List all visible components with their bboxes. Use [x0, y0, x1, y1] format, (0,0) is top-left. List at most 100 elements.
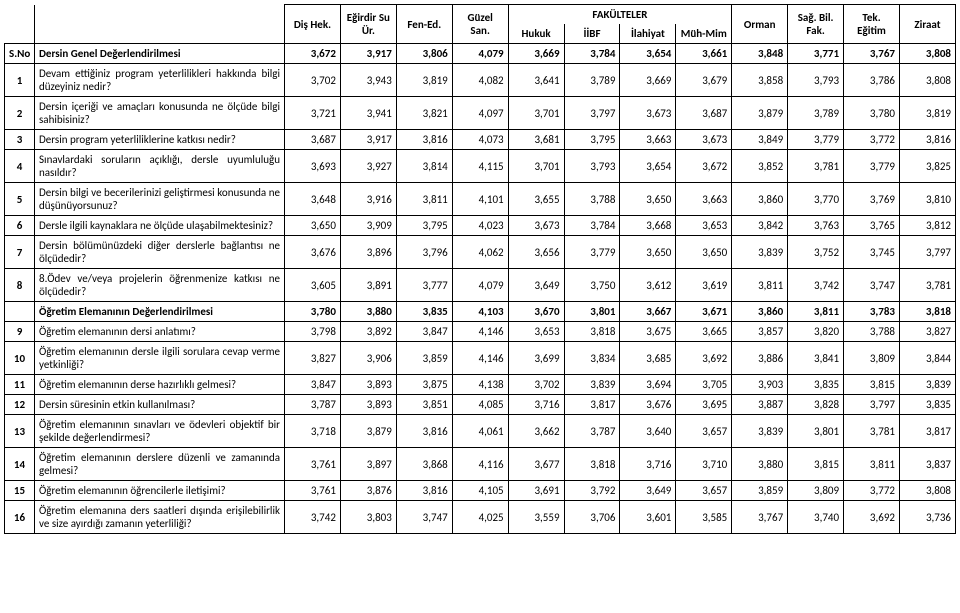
value-cell: 3,839	[899, 375, 955, 395]
value-cell: 3,781	[844, 415, 900, 448]
row-desc: Devam ettiğiniz program yeterlilikleri h…	[35, 64, 285, 97]
value-cell: 4,079	[452, 269, 508, 302]
value-cell: 4,116	[452, 448, 508, 481]
value-cell: 3,825	[899, 150, 955, 183]
value-cell: 3,676	[285, 236, 341, 269]
value-cell: 3,601	[620, 501, 676, 534]
value-cell: 3,761	[285, 448, 341, 481]
value-cell: 3,819	[899, 97, 955, 130]
value-cell: 3,887	[732, 395, 788, 415]
table-row: 7 Dersin bölümünüzdeki diğer derslerle b…	[5, 236, 956, 269]
row-desc: Dersin süresinin etkin kullanılması?	[35, 395, 285, 415]
value-cell: 3,788	[564, 183, 620, 216]
row-number: 10	[5, 342, 35, 375]
value-cell: 3,793	[788, 64, 844, 97]
value-cell: 3,848	[732, 44, 788, 64]
row-desc: Öğretim elemanının sınavları ve ödevleri…	[35, 415, 285, 448]
value-cell: 3,665	[676, 322, 732, 342]
value-cell: 3,852	[732, 150, 788, 183]
value-cell: 3,767	[844, 44, 900, 64]
table-row: 16 Öğretim elemanına ders saatleri dışın…	[5, 501, 956, 534]
value-cell: 3,742	[285, 501, 341, 534]
value-cell: 3,716	[508, 395, 564, 415]
value-cell: 3,880	[732, 448, 788, 481]
value-cell: 3,672	[285, 44, 341, 64]
value-cell: 3,859	[732, 481, 788, 501]
value-cell: 4,146	[452, 322, 508, 342]
value-cell: 3,673	[620, 97, 676, 130]
value-cell: 3,797	[564, 97, 620, 130]
row-number: 7	[5, 236, 35, 269]
table-head: Diş Hek. Eğirdir Su Ür. Fen-Ed. Güzel Sa…	[5, 5, 956, 44]
value-cell: 3,815	[844, 375, 900, 395]
sno-header: S.No	[5, 44, 35, 64]
value-cell: 3,796	[396, 236, 452, 269]
value-cell: 4,023	[452, 216, 508, 236]
value-cell: 3,917	[340, 130, 396, 150]
row-number: 9	[5, 322, 35, 342]
table-row: 4 Sınavlardaki soruların açıklığı, dersl…	[5, 150, 956, 183]
row-desc: Öğretim elemanının derslere düzenli ve z…	[35, 448, 285, 481]
value-cell: 3,875	[396, 375, 452, 395]
value-cell: 3,808	[899, 64, 955, 97]
value-cell: 3,612	[620, 269, 676, 302]
value-cell: 3,814	[396, 150, 452, 183]
value-cell: 3,917	[340, 44, 396, 64]
table-row: 1 Devam ettiğiniz program yeterlilikleri…	[5, 64, 956, 97]
value-cell: 3,943	[340, 64, 396, 97]
row-desc: Öğretim elemanının dersi anlatımı?	[35, 322, 285, 342]
value-cell: 3,585	[676, 501, 732, 534]
value-cell: 4,073	[452, 130, 508, 150]
value-cell: 3,818	[899, 302, 955, 322]
value-cell: 3,657	[676, 481, 732, 501]
value-cell: 3,811	[396, 183, 452, 216]
value-cell: 3,702	[285, 64, 341, 97]
value-cell: 3,827	[899, 322, 955, 342]
value-cell: 4,103	[452, 302, 508, 322]
value-cell: 4,146	[452, 342, 508, 375]
row-desc: 8.Ödev ve/veya projelerin öğrenmenize ka…	[35, 269, 285, 302]
value-cell: 3,879	[732, 97, 788, 130]
row-desc: Dersin bölümünüzdeki diğer derslerle bağ…	[35, 236, 285, 269]
table-row: 9 Öğretim elemanının dersi anlatımı? 3,7…	[5, 322, 956, 342]
value-cell: 4,138	[452, 375, 508, 395]
value-cell: 3,839	[564, 375, 620, 395]
value-cell: 3,650	[676, 236, 732, 269]
value-cell: 3,797	[844, 395, 900, 415]
section-title: Dersin Genel Değerlendirilmesi	[35, 44, 285, 64]
value-cell: 3,765	[844, 216, 900, 236]
empty-cell	[5, 302, 35, 322]
value-cell: 3,810	[899, 183, 955, 216]
value-cell: 3,795	[396, 216, 452, 236]
value-cell: 3,839	[732, 415, 788, 448]
value-cell: 3,668	[620, 216, 676, 236]
value-cell: 3,879	[340, 415, 396, 448]
row-desc: Sınavlardaki soruların açıklığı, dersle …	[35, 150, 285, 183]
value-cell: 3,821	[396, 97, 452, 130]
row-desc: Dersin program yeterliliklerine katkısı …	[35, 130, 285, 150]
value-cell: 3,663	[620, 130, 676, 150]
row-desc: Öğretim elemanının dersle ilgili sorular…	[35, 342, 285, 375]
value-cell: 3,788	[844, 322, 900, 342]
value-cell: 3,827	[285, 342, 341, 375]
value-cell: 3,716	[620, 448, 676, 481]
table-row: 11 Öğretim elemanının derse hazırlıklı g…	[5, 375, 956, 395]
value-cell: 3,771	[788, 44, 844, 64]
value-cell: 3,695	[676, 395, 732, 415]
value-cell: 3,675	[620, 322, 676, 342]
value-cell: 3,811	[788, 302, 844, 322]
value-cell: 3,876	[340, 481, 396, 501]
value-cell: 3,559	[508, 501, 564, 534]
col-header: İlahiyat	[620, 24, 676, 44]
value-cell: 3,837	[899, 448, 955, 481]
table-row: 12 Dersin süresinin etkin kullanılması? …	[5, 395, 956, 415]
col-header: Orman	[732, 5, 788, 44]
value-cell: 3,672	[676, 150, 732, 183]
table-row: 5 Dersin bilgi ve becerilerinizi gelişti…	[5, 183, 956, 216]
value-cell: 3,795	[564, 130, 620, 150]
value-cell: 3,763	[788, 216, 844, 236]
value-cell: 3,770	[788, 183, 844, 216]
value-cell: 3,916	[340, 183, 396, 216]
value-cell: 3,780	[844, 97, 900, 130]
value-cell: 3,669	[508, 44, 564, 64]
